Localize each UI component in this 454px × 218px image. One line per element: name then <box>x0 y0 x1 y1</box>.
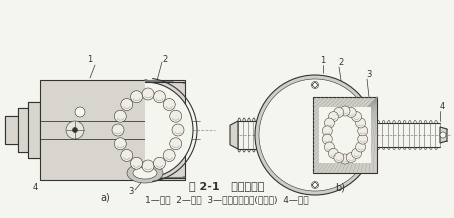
Circle shape <box>259 79 371 191</box>
Circle shape <box>358 126 368 136</box>
Text: 3: 3 <box>128 187 133 196</box>
Circle shape <box>170 138 182 150</box>
Polygon shape <box>5 116 18 144</box>
Circle shape <box>358 134 368 144</box>
Circle shape <box>340 154 350 164</box>
Circle shape <box>66 121 84 139</box>
Circle shape <box>311 182 319 189</box>
Text: 2: 2 <box>163 55 168 64</box>
Bar <box>313 97 377 173</box>
Text: 4: 4 <box>32 183 38 192</box>
Circle shape <box>328 148 338 158</box>
Circle shape <box>114 138 126 150</box>
Circle shape <box>112 124 124 136</box>
Circle shape <box>334 107 344 118</box>
Circle shape <box>355 142 365 152</box>
Circle shape <box>440 132 446 138</box>
Polygon shape <box>40 80 185 180</box>
Circle shape <box>346 107 356 118</box>
Polygon shape <box>18 108 28 152</box>
Circle shape <box>346 153 356 163</box>
Text: 2: 2 <box>338 58 344 67</box>
Circle shape <box>325 142 335 152</box>
Circle shape <box>114 110 126 122</box>
Circle shape <box>130 91 143 103</box>
Circle shape <box>130 157 143 169</box>
Circle shape <box>340 106 350 116</box>
Text: 3: 3 <box>366 70 372 79</box>
Text: 图 2-1   滚珠丝杠副: 图 2-1 滚珠丝杠副 <box>189 181 265 191</box>
Circle shape <box>153 157 165 169</box>
Circle shape <box>328 112 338 122</box>
Polygon shape <box>28 102 40 158</box>
Polygon shape <box>440 127 447 143</box>
Circle shape <box>163 150 175 162</box>
Text: b): b) <box>335 183 345 193</box>
Circle shape <box>322 134 332 144</box>
Polygon shape <box>319 107 371 163</box>
Circle shape <box>334 153 344 163</box>
Ellipse shape <box>127 163 163 183</box>
Circle shape <box>163 99 175 111</box>
Circle shape <box>322 126 332 136</box>
Circle shape <box>325 118 335 128</box>
Circle shape <box>172 124 184 136</box>
Text: 1—螺母  2—滚珠  3—回程引导装置(反向器)  4—丝杠: 1—螺母 2—滚珠 3—回程引导装置(反向器) 4—丝杠 <box>145 196 309 204</box>
Circle shape <box>351 148 361 158</box>
Wedge shape <box>145 82 193 178</box>
Text: 1: 1 <box>87 55 93 64</box>
Circle shape <box>142 88 154 100</box>
Text: 4: 4 <box>439 102 444 111</box>
Circle shape <box>153 91 165 103</box>
Text: a): a) <box>100 192 110 202</box>
Circle shape <box>170 110 182 122</box>
Circle shape <box>121 150 133 162</box>
Circle shape <box>121 99 133 111</box>
Circle shape <box>73 128 78 133</box>
Circle shape <box>311 82 319 89</box>
Circle shape <box>142 160 154 172</box>
Circle shape <box>355 118 365 128</box>
Polygon shape <box>230 121 238 149</box>
Circle shape <box>255 75 375 195</box>
Text: www.      .com: www. .com <box>276 131 344 141</box>
Circle shape <box>351 112 361 122</box>
Text: 中国步进电机网: 中国步进电机网 <box>67 119 133 147</box>
Ellipse shape <box>133 167 157 179</box>
Circle shape <box>75 107 85 117</box>
Text: 1: 1 <box>321 56 326 65</box>
